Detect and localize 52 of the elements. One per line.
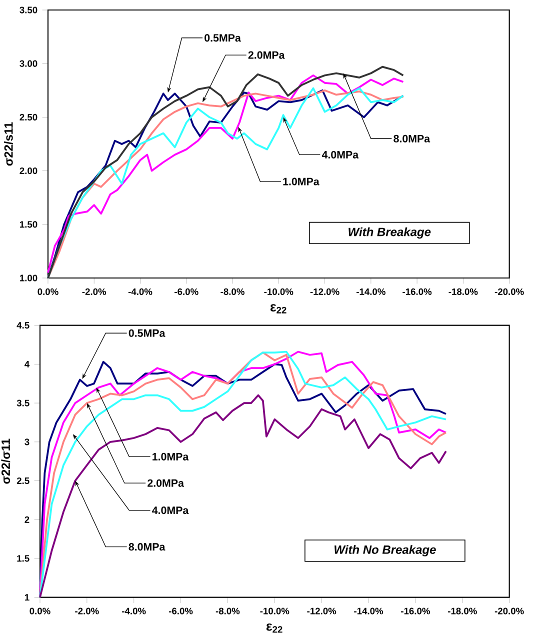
x-tick-label: -8.0% [220,288,244,295]
y-tick-label: 3.00 [19,60,38,67]
annotation: 1.0MPa [283,178,320,186]
x-tick-label: -10.0% [260,608,290,614]
y-tick-label: 1.50 [20,221,38,228]
x-tick-label: -12.0% [307,608,336,614]
annotation: With Breakage [348,227,430,239]
y-tick-label: 4.5 [16,322,30,329]
x-tick-label: -14.0% [354,608,383,614]
x-axis-title: ε$_{22}$ [270,304,286,314]
y-tick-label: 3.50 [19,6,38,14]
x-tick-label: -12.0% [310,288,340,295]
annotation: 0.5MPa [204,34,241,42]
annotation: 4.0MPa [322,150,358,158]
x-tick-label: -10.0% [264,288,294,295]
y-tick-label: 2 [24,516,30,523]
y-tick-label: 3 [24,438,30,446]
x-tick-label: -18.0% [448,288,478,295]
x-tick-label: -18.0% [448,608,477,614]
x-tick-label: 0.0% [30,608,50,614]
annotation: 8.0MPa [128,543,166,551]
y-axis-title: σ22/σ11 [1,438,10,484]
annotation: 4.0MPa [152,506,189,514]
y-axis-title: σ22/s11 [4,122,13,166]
y-tick-label: 4 [24,360,30,368]
annotation: 0.5MPa [128,329,166,337]
y-tick-label: 1 [24,594,30,601]
x-tick-label: -4.0% [122,608,146,614]
x-tick-label: -2.0% [74,608,99,614]
y-tick-label: 2.00 [20,168,38,174]
x-tick-label: -6.0% [174,288,198,295]
y-tick-label: 1.5 [17,555,30,562]
annotation: With No Breakage [334,545,436,556]
x-tick-label: -2.0% [82,288,106,295]
y-tick-label: 1.00 [20,274,38,282]
annotation: 1.0MPa [152,452,189,460]
x-tick-label: -16.0% [400,608,430,614]
x-tick-label: -20.0% [494,608,524,614]
y-tick-label: 2.5 [16,477,30,484]
annotation: 2.0MPa [147,479,184,487]
x-axis-title: ε$_{22}$ [266,623,282,633]
y-tick-label: 3.5 [16,400,30,406]
annotation: 8.0MPa [393,134,430,142]
x-tick-label: -16.0% [402,288,432,295]
annotation: 2.0MPa [248,51,285,59]
x-tick-label: -20.0% [494,288,524,295]
x-tick-label: -14.0% [356,288,386,295]
x-tick-label: -8.0% [216,608,240,614]
x-tick-label: -4.0% [128,288,152,295]
x-tick-label: -6.0% [168,608,193,614]
x-tick-label: 0.0% [38,288,58,295]
y-tick-label: 2.50 [20,114,38,120]
